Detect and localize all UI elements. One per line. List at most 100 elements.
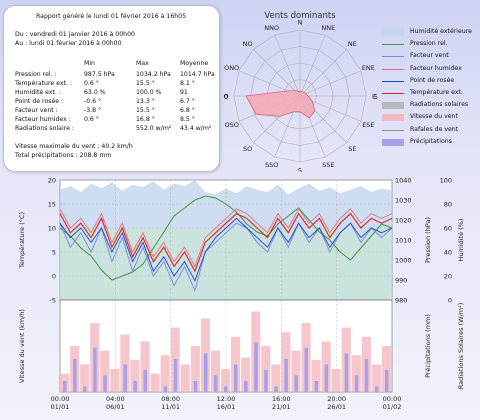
x-tick-time: 12:00 xyxy=(217,395,236,403)
precipitation-bar xyxy=(133,381,137,392)
rose-spoke xyxy=(274,34,301,97)
precipitation-bar xyxy=(374,386,379,392)
y-axis-title-humidity: Humidité (%) xyxy=(457,219,465,262)
x-tick-date: 11/01 xyxy=(161,403,180,411)
wind-speed-bar xyxy=(120,334,130,392)
legend-item: Précipitations xyxy=(382,136,478,148)
legend-label: Humidité extérieure xyxy=(410,28,472,35)
rose-spoke xyxy=(299,49,347,97)
report-label-cell: Radiations solaire : xyxy=(15,125,74,132)
report-moy-cell: 8.5 ° xyxy=(180,116,195,123)
y-axis-title-pressure: Pression (hPa) xyxy=(424,217,432,263)
rose-tick-label: 5 xyxy=(374,93,378,101)
precipitation-bar xyxy=(344,353,349,392)
precipitation-bar xyxy=(143,369,147,392)
precipitation-bar xyxy=(254,342,258,392)
rose-direction-label: ESE xyxy=(362,121,374,129)
y-tick-humidity: 0 xyxy=(448,297,452,305)
rose-direction-label: NO xyxy=(243,40,253,48)
wind-speed-bar xyxy=(291,350,301,392)
wind-speed-bar xyxy=(190,346,200,392)
report-max-cell: 15.5 ° xyxy=(136,80,155,87)
x-tick-date: 01/02 xyxy=(383,403,402,411)
wind-rose-title: Vents dominants xyxy=(264,11,336,21)
wind-speed-bar xyxy=(100,350,110,392)
precipitation-bar xyxy=(324,364,329,392)
wind-speed-bar xyxy=(110,369,120,392)
y-tick-humidity: 20 xyxy=(444,273,452,281)
x-tick-time: 20:00 xyxy=(327,395,346,403)
rose-direction-label: SSE xyxy=(322,161,334,169)
report-moy-cell: 6.8 ° xyxy=(180,107,195,114)
report-moy-cell: 6.7 ° xyxy=(180,98,195,105)
rose-direction-label: OSO xyxy=(224,121,238,129)
wind-speed-bar xyxy=(351,355,361,392)
precipitation-bar xyxy=(234,364,238,392)
report-label-cell: Température ext. : xyxy=(15,80,72,87)
y-axis-title-precipitation: Précipitations (mm) xyxy=(424,314,432,378)
report-min-cell: 63.0 % xyxy=(84,89,106,96)
y-tick-humidity: 100 xyxy=(440,177,452,185)
rose-direction-label: NNE xyxy=(321,24,335,32)
report-label-cell: Point de rosée : xyxy=(15,98,64,105)
rose-direction-label: E xyxy=(372,93,376,101)
series-line-temp-rature-ext- xyxy=(59,212,393,273)
precipitation-bar xyxy=(83,386,87,392)
report-moy-cell: 1014.7 hPa xyxy=(180,71,215,78)
wind-speed-bar xyxy=(271,364,281,392)
report-moy-cell: 91 xyxy=(180,89,188,96)
y-tick-temperature: 0 xyxy=(52,273,56,281)
precipitation-bar xyxy=(103,375,107,392)
y-tick-pressure: 1040 xyxy=(395,177,412,185)
series-line-point-de-ros-e xyxy=(59,217,393,282)
wind-speed-bar xyxy=(381,346,391,392)
x-tick-date: 21/01 xyxy=(272,403,291,411)
wind-speed-bar xyxy=(371,364,381,392)
precipitation-bar xyxy=(163,386,168,392)
x-tick-date: 06/01 xyxy=(106,403,125,411)
x-tick-time: 00:00 xyxy=(383,395,402,403)
legend-label: Vitesse du vent xyxy=(410,113,458,121)
wind-speed-bar xyxy=(210,350,220,392)
y-tick-temperature: -5 xyxy=(50,297,56,305)
legend-swatch xyxy=(382,56,404,58)
precipitation-bar xyxy=(203,353,208,392)
precipitation-bar xyxy=(284,358,288,392)
wind-speed-bar xyxy=(150,373,160,392)
series-line-facteur-humidex xyxy=(59,207,393,268)
rose-direction-label: SSO xyxy=(265,161,278,169)
precipitation-bar xyxy=(173,358,178,392)
y-axis-title-solar: Radiations Solaires (W/m²) xyxy=(457,303,465,389)
report-label-cell: Facteur humidex : xyxy=(15,116,71,123)
series-line-facteur-vent xyxy=(59,222,393,292)
precipitation-bar xyxy=(364,358,369,392)
precipitation-bar xyxy=(224,386,228,392)
report-min-cell: -3.8 ° xyxy=(84,107,102,114)
y-tick-temperature: 10 xyxy=(48,225,56,233)
y-tick-pressure: 1020 xyxy=(395,217,412,225)
wind-speed-bar xyxy=(80,364,90,392)
legend-item: Vitesse du vent xyxy=(382,111,478,123)
legend-label: Facteur vent xyxy=(410,52,449,60)
y-tick-temperature: 5 xyxy=(52,249,56,257)
precipitation-bar xyxy=(354,375,359,392)
y-axis-title-wind: Vitesse du vent (km/h) xyxy=(18,309,26,383)
rose-direction-label: NE xyxy=(348,40,357,48)
legend-swatch xyxy=(382,102,404,110)
rose-direction-label: N xyxy=(298,19,303,27)
legend-label: Température ext. xyxy=(410,88,463,96)
col-min-header: Min xyxy=(84,60,95,67)
report-moy-cell: 43.4 w/m² xyxy=(180,125,212,132)
report-max-cell: 15.5 ° xyxy=(136,107,155,114)
y-tick-humidity: 80 xyxy=(444,201,452,209)
y-tick-pressure: 980 xyxy=(395,297,407,305)
report-date-to: Au : lundi 01 février 2016 à 00h00 xyxy=(15,40,122,47)
precipitation-bar xyxy=(264,369,268,392)
wind-speed-bar xyxy=(221,369,231,392)
report-min-cell: 0.6 ° xyxy=(84,116,99,123)
precip-total-text: Total précipitations : 208.8 mm xyxy=(15,152,112,159)
y-tick-humidity: 40 xyxy=(444,249,452,257)
wind-speed-bar xyxy=(261,346,271,392)
rose-direction-label: O xyxy=(223,93,228,101)
